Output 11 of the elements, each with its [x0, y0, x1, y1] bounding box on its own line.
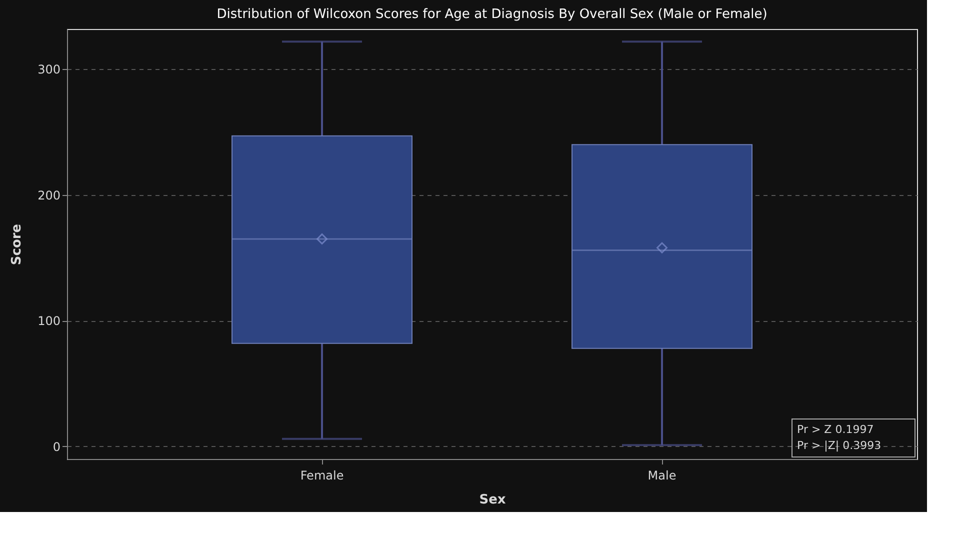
y-axis-title: Score	[10, 224, 25, 266]
y-tick-label: 200	[38, 188, 60, 202]
annotation: Pr > Z 0.1997	[797, 423, 874, 436]
annotation: Pr > |Z| 0.3993	[797, 439, 882, 452]
y-tick-label: 0	[52, 440, 60, 454]
y-tick-label: 100	[38, 314, 60, 328]
x-tick-label: Male	[648, 468, 676, 482]
y-tick-label: 300	[38, 62, 60, 77]
x-tick-label: Female	[300, 468, 344, 482]
chart-title: Distribution of Wilcoxon Scores for Age at Diagnosis By Overall Sex (Male or Female)	[216, 7, 768, 22]
x-axis-title: Sex	[479, 492, 506, 508]
